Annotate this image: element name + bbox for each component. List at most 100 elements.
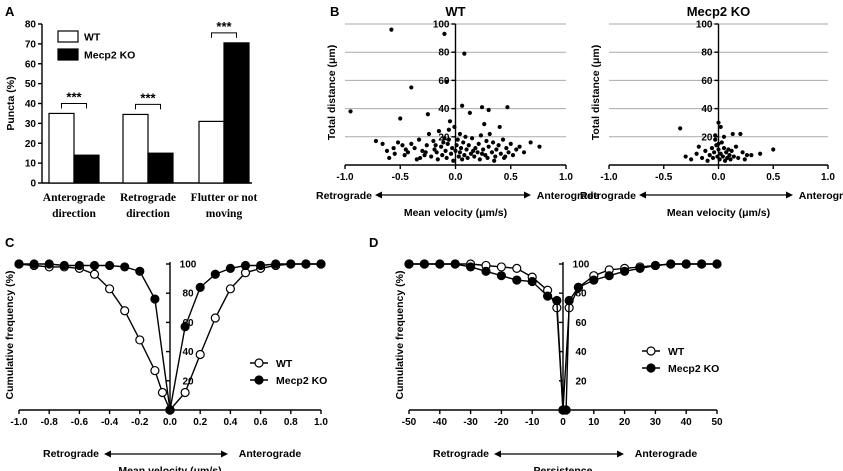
b-wt-point [479, 151, 485, 156]
d-mecp2-ko-marker [481, 266, 491, 276]
b-wt-point [463, 134, 468, 139]
c-x-tick-label: -0.2 [131, 417, 149, 428]
b-ko-point [717, 157, 722, 162]
b-wt-y-tick-label: 60 [438, 76, 450, 87]
c-mecp2-ko-marker [44, 259, 54, 269]
b-wt-point [472, 154, 477, 159]
b-wt-point [468, 151, 474, 156]
b-wt-x-tick-label: -0.5 [392, 172, 410, 183]
b-wt-point [486, 107, 491, 113]
b-ko-point [738, 131, 743, 137]
b-wt-x-axis-label: Mean velocity (μm/s) [404, 207, 507, 219]
b-ko-point [713, 133, 718, 138]
c-y-tick-label: 100 [180, 260, 197, 271]
d-mecp2-ko-marker [650, 260, 661, 271]
d-wt-line [409, 263, 564, 411]
b-wt-point [482, 122, 487, 127]
b-ko-point [689, 157, 694, 162]
b-wt-point [467, 110, 472, 115]
b-ko-title: Mecp2 KO [687, 4, 751, 19]
b-wt-point [451, 158, 456, 163]
a-category-label: moving [206, 208, 243, 220]
b-ko-x-tick-label: 0.0 [712, 172, 726, 183]
b-wt-point [537, 144, 542, 149]
d-mecp2-ko-marker [527, 276, 537, 287]
b-ko-y-axis-label: Total distance (μm) [590, 45, 602, 141]
b-wt-point [494, 147, 499, 152]
b-wt-direction-arrow-left-head [375, 191, 382, 199]
c-y-tick-label: 40 [182, 347, 194, 358]
c-x-tick-label: 0.8 [284, 417, 298, 428]
b-wt-direction-arrow-right-head [524, 191, 531, 199]
c-y-tick-label: 20 [182, 376, 194, 387]
b-wt-point [521, 150, 527, 155]
panel-label-a: A [5, 4, 15, 19]
c-retrograde-label: Retrograde [43, 448, 99, 460]
b-ko-point [733, 144, 739, 149]
a-category-label: direction [126, 208, 170, 220]
b-ko-point [721, 134, 727, 139]
b-wt-point [460, 157, 465, 162]
d-mecp2-ko-marker [604, 271, 614, 281]
c-mecp2-ko-marker [59, 260, 69, 271]
d-x-tick-label: 10 [588, 417, 600, 428]
b-ko-x-tick-label: -0.5 [655, 172, 673, 183]
b-wt-point [426, 131, 432, 137]
b-wt-point [446, 127, 451, 132]
b-wt-point [461, 140, 466, 145]
b-wt-point [504, 145, 509, 151]
d-legend-label: WT [668, 346, 685, 358]
d-mecp2-ko-marker [552, 295, 562, 306]
b-wt-point [380, 141, 385, 146]
b-wt-point [398, 116, 403, 121]
b-wt-point [389, 27, 394, 32]
b-wt-point [442, 136, 447, 141]
d-y-tick-label: 80 [575, 289, 587, 300]
c-mecp2-ko-line [19, 263, 171, 411]
b-ko-point [713, 137, 718, 142]
d-wt-marker [496, 262, 506, 272]
a-bar [122, 113, 149, 184]
b-wt-point [395, 140, 401, 145]
c-wt-marker [195, 349, 205, 360]
b-ko-y-tick-label: 100 [696, 20, 713, 31]
b-ko-point [722, 158, 728, 163]
b-wt-point [405, 150, 411, 155]
b-ko-point [749, 153, 754, 158]
c-mecp2-ko-marker [286, 259, 296, 269]
b-wt-point [452, 124, 457, 130]
a-legend-label: Mecp2 KO [84, 50, 135, 62]
c-x-tick-label: 0.4 [223, 417, 237, 428]
c-mecp2-ko-marker [225, 263, 235, 273]
b-wt-point [517, 144, 522, 149]
d-x-tick-label: 0 [560, 417, 566, 428]
d-mecp2-ko-marker [561, 405, 571, 415]
b-wt-point [462, 153, 467, 158]
b-wt-point [436, 129, 442, 134]
b-ko-point [730, 131, 735, 137]
c-mecp2-ko-marker [89, 260, 100, 271]
c-y-axis-label: Cumulative frequency (%) [4, 271, 16, 400]
b-wt-point [490, 140, 496, 145]
panel-label-d: D [369, 235, 378, 250]
b-wt-point [498, 151, 503, 156]
b-wt-point [479, 105, 485, 110]
c-mecp2-ko-marker [301, 259, 311, 269]
d-x-axis-label: Persistence [534, 465, 593, 471]
b-ko-point [710, 155, 716, 161]
d-y-tick-label: 20 [575, 376, 587, 387]
b-ko-point [715, 154, 720, 159]
d-mecp2-ko-marker [635, 263, 645, 273]
a-legend-label: WT [84, 32, 101, 44]
c-wt-marker [180, 387, 190, 398]
c-wt-line [169, 263, 321, 411]
b-wt-point [439, 144, 444, 149]
a-category-label: Retrograde [120, 192, 176, 204]
a-legend-swatch [57, 48, 79, 61]
b-ko-point [727, 153, 732, 158]
b-wt-point [458, 145, 464, 151]
b-wt-x-tick-label: 0.5 [504, 172, 518, 183]
b-ko-point [678, 126, 683, 131]
b-ko-retrograde-label: Retrograde [580, 190, 636, 202]
